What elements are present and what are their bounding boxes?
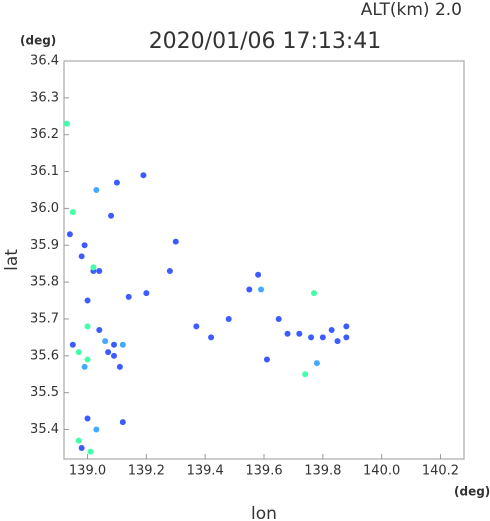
point — [69, 341, 76, 348]
point — [225, 315, 232, 322]
point — [119, 419, 126, 426]
point — [343, 334, 350, 341]
point — [119, 341, 126, 348]
point — [111, 352, 117, 359]
x-tick-label: 139.2 — [128, 464, 165, 479]
y-unit: (deg) — [20, 34, 56, 48]
point — [208, 334, 215, 341]
point — [166, 268, 173, 275]
point — [69, 209, 76, 216]
point — [84, 297, 91, 304]
point — [258, 286, 265, 293]
point — [87, 448, 94, 455]
point — [84, 415, 91, 422]
x-tick-label: 139.8 — [304, 464, 341, 479]
point — [319, 334, 326, 341]
x-axis-label: lon — [251, 504, 277, 521]
point — [81, 242, 88, 249]
point — [63, 120, 70, 127]
point — [255, 271, 262, 278]
plot-frame — [63, 60, 465, 460]
y-tick-label: 35.4 — [30, 422, 59, 437]
y-tick-label: 36.0 — [30, 201, 59, 216]
x-tick-label: 140.2 — [422, 464, 459, 479]
chart-title: 2020/01/06 17:13:41 — [149, 29, 382, 54]
y-tick-label: 35.5 — [30, 385, 59, 400]
point — [246, 286, 253, 293]
y-tick-label: 36.2 — [30, 127, 59, 142]
point — [313, 360, 320, 367]
x-tick-label: 140.0 — [363, 464, 400, 479]
point — [263, 356, 270, 363]
y-axis-label: lat — [2, 249, 22, 271]
point — [81, 363, 88, 370]
x-unit: (deg) — [454, 485, 490, 499]
point — [284, 330, 291, 337]
point — [78, 253, 85, 260]
point — [96, 268, 103, 275]
point — [193, 323, 200, 330]
point — [96, 327, 103, 334]
point — [102, 338, 109, 345]
point — [334, 338, 341, 345]
x-tick-label: 139.0 — [69, 464, 106, 479]
point — [302, 371, 309, 378]
point — [66, 231, 73, 238]
point — [84, 323, 91, 330]
point — [113, 179, 120, 186]
y-tick-label: 35.7 — [30, 311, 59, 326]
point — [93, 186, 100, 193]
point — [311, 290, 317, 297]
point — [143, 290, 150, 297]
x-tick-label: 139.4 — [187, 464, 224, 479]
point — [108, 212, 115, 219]
point — [125, 293, 132, 300]
point — [75, 437, 82, 444]
point — [90, 264, 97, 271]
point — [172, 238, 179, 245]
point — [84, 356, 91, 363]
point — [296, 330, 303, 337]
point — [275, 315, 282, 322]
chart-subtitle: ALT(km) 2.0 — [361, 0, 462, 20]
point — [75, 349, 82, 356]
point — [93, 426, 100, 433]
y-tick-label: 35.6 — [30, 348, 59, 363]
y-tick-label: 36.1 — [30, 164, 59, 179]
point — [78, 444, 85, 451]
point — [328, 327, 335, 334]
point — [140, 172, 147, 179]
point — [308, 334, 315, 341]
y-tick-label: 36.3 — [30, 90, 59, 105]
point — [116, 363, 123, 370]
point — [343, 323, 350, 330]
point — [105, 349, 112, 356]
y-tick-label: 35.8 — [30, 275, 59, 290]
y-tick-label: 35.9 — [30, 238, 59, 253]
x-tick-label: 139.6 — [245, 464, 282, 479]
y-tick-label: 36.4 — [30, 54, 59, 69]
point — [111, 341, 117, 348]
